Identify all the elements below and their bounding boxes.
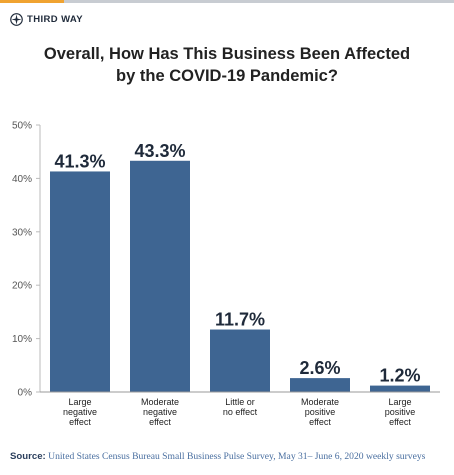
data-label: 41.3%: [54, 151, 105, 171]
data-label: 11.7%: [215, 310, 265, 330]
y-tick-label: 20%: [12, 281, 32, 292]
y-tick-label: 10%: [12, 334, 32, 345]
x-tick-label: Moderate: [301, 397, 339, 407]
y-tick-label: 40%: [12, 174, 32, 185]
chart-title-line-2: by the COVID-19 Pandemic?: [116, 67, 338, 85]
x-tick-label: Little or: [225, 397, 255, 407]
data-label: 1.2%: [379, 366, 420, 386]
bar: [210, 329, 270, 392]
chart-title-line-1: Overall, How Has This Business Been Affe…: [43, 45, 411, 63]
y-tick-label: 30%: [12, 227, 32, 238]
y-tick-label: 50%: [12, 121, 32, 132]
accent-bar: [0, 0, 64, 3]
x-tick-label: no effect: [223, 407, 258, 417]
source-label: Source:: [10, 451, 46, 462]
bar: [370, 385, 430, 392]
data-label: 43.3%: [134, 141, 185, 161]
brand-logo: THIRD WAY: [10, 12, 83, 26]
x-tick-label: negative: [63, 407, 97, 417]
top-rule: [0, 0, 454, 3]
x-tick-label: effect: [69, 417, 91, 427]
compass-star-icon: [10, 12, 23, 26]
x-tick-label: negative: [143, 407, 177, 417]
bar: [50, 171, 110, 392]
x-tick-label: effect: [389, 417, 411, 427]
bar: [290, 378, 350, 392]
x-tick-label: effect: [309, 417, 331, 427]
x-tick-label: Large: [388, 397, 411, 407]
x-tick-label: positive: [305, 407, 336, 417]
source-text: United States Census Bureau Small Busine…: [48, 451, 426, 462]
x-tick-label: positive: [385, 407, 416, 417]
bar: [130, 160, 190, 392]
data-label: 2.6%: [299, 358, 340, 378]
y-tick-label: 0%: [18, 388, 33, 399]
brand-name: THIRD WAY: [27, 13, 84, 25]
source-note: Source: United States Census Bureau Smal…: [10, 451, 425, 462]
x-tick-label: Large: [68, 397, 91, 407]
chart-title: Overall, How Has This Business Been Affe…: [0, 43, 454, 87]
x-tick-label: effect: [149, 417, 171, 427]
x-tick-label: Moderate: [141, 397, 179, 407]
